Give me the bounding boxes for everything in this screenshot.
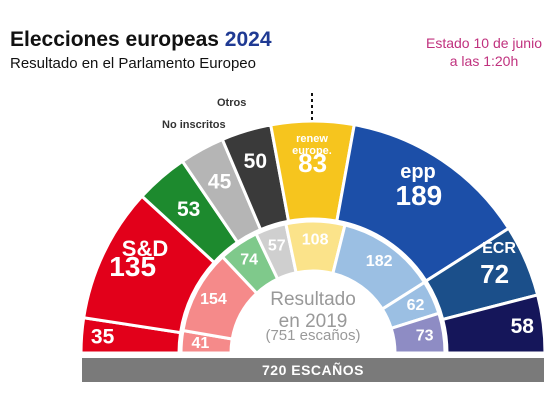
renew-logo-bottom: europe. [292,145,332,157]
segment-id [389,311,447,355]
total-seats-label: 720 ESCAÑOS [262,361,364,378]
center-line-1: Resultado [270,289,356,310]
seat-label-ecr: 72 [480,259,509,289]
seat-label-left: 35 [91,325,115,348]
seat-label-otros: 50 [244,150,267,173]
seat-label-ni: 57 [268,237,286,254]
ring-2019 [179,219,447,355]
total-bar [82,358,544,382]
center-line-3: (751 escaños) [265,327,360,344]
seat-label-epp: 189 [396,180,443,211]
sd-logo: S&D [122,236,168,261]
status-line-2: a las 1:20h [450,53,519,69]
seat-label-id: 58 [511,315,535,338]
chart-subtitle: Resultado en el Parlamento Europeo [10,55,256,72]
seat-label-sd: 154 [200,291,227,308]
seat-label-epp: 182 [366,253,393,270]
seat-label-renew: 108 [302,232,329,249]
ecr-logo: ECR [482,240,516,257]
label-otros: Otros [217,97,246,109]
seat-label-ni: 45 [208,170,232,193]
status-line-1: Estado 10 de junio [426,35,542,51]
center-line-2: en 2019 [279,311,348,332]
seat-labels: 35 135 53 45 50 83 189 72 58 41 154 74 57 108 182 62 73 S… [91,133,534,352]
renew-logo-top: renew [296,133,328,145]
ring-2024 [79,119,547,355]
epp-logo: epp [400,161,436,183]
seat-label-renew: 83 [298,148,327,178]
seat-label-verts: 53 [177,198,200,221]
seat-label-left: 41 [192,335,210,352]
label-no-inscritos: No inscritos [162,119,226,131]
seat-label-id: 73 [416,327,434,344]
seat-label-ecr: 62 [407,297,425,314]
seat-label-sd: 135 [109,251,156,282]
segment-id [440,293,547,355]
chart-title: Elecciones europeas 2024 [10,28,272,51]
seat-label-verts: 74 [240,251,258,268]
